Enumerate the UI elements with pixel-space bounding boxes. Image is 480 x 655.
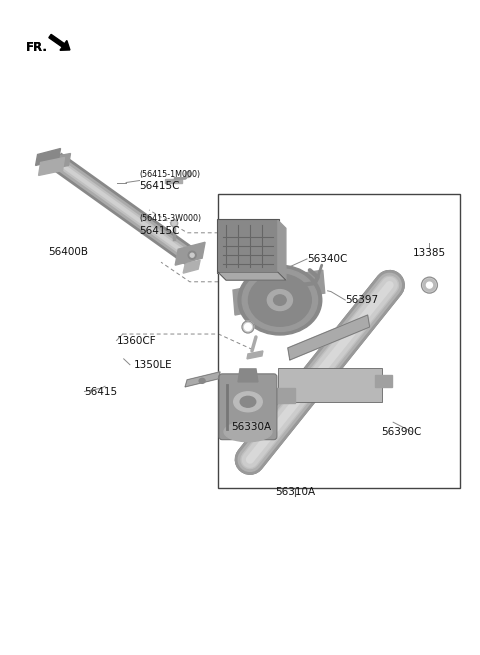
Ellipse shape	[187, 173, 190, 176]
Polygon shape	[183, 260, 200, 273]
Ellipse shape	[240, 396, 256, 407]
FancyBboxPatch shape	[278, 368, 382, 402]
Ellipse shape	[199, 379, 205, 383]
Text: FR.: FR.	[26, 41, 48, 54]
Polygon shape	[374, 375, 392, 387]
Bar	[218, 194, 460, 487]
Polygon shape	[296, 270, 325, 297]
Polygon shape	[238, 369, 258, 382]
Ellipse shape	[238, 265, 322, 335]
Polygon shape	[247, 351, 263, 359]
Polygon shape	[38, 157, 64, 176]
Ellipse shape	[249, 274, 312, 326]
Text: 56340C: 56340C	[307, 254, 348, 264]
FancyArrow shape	[49, 34, 70, 50]
Polygon shape	[36, 149, 60, 166]
Ellipse shape	[274, 295, 286, 305]
Ellipse shape	[172, 221, 176, 225]
Ellipse shape	[426, 282, 432, 288]
Text: 56310A: 56310A	[275, 487, 315, 497]
Ellipse shape	[171, 220, 178, 227]
Polygon shape	[165, 179, 182, 183]
Text: 56415C: 56415C	[140, 181, 180, 191]
Ellipse shape	[267, 290, 292, 310]
Polygon shape	[175, 242, 205, 265]
Polygon shape	[278, 220, 286, 280]
Text: 13385: 13385	[412, 248, 445, 258]
Polygon shape	[233, 285, 260, 315]
Text: (56415-1M000): (56415-1M000)	[140, 170, 201, 179]
Text: 1360CF: 1360CF	[117, 335, 156, 346]
Polygon shape	[43, 153, 71, 170]
Polygon shape	[288, 315, 370, 360]
Text: (56415-3W000): (56415-3W000)	[140, 214, 202, 223]
Ellipse shape	[423, 279, 435, 291]
Ellipse shape	[224, 422, 272, 441]
Text: 56400B: 56400B	[48, 248, 88, 257]
FancyBboxPatch shape	[219, 374, 277, 440]
Ellipse shape	[244, 324, 252, 331]
Ellipse shape	[188, 252, 196, 259]
Ellipse shape	[185, 172, 191, 178]
FancyBboxPatch shape	[217, 219, 279, 273]
Text: FR.: FR.	[26, 41, 48, 54]
Ellipse shape	[242, 269, 318, 331]
Ellipse shape	[190, 253, 194, 257]
Ellipse shape	[421, 277, 437, 293]
Text: 56415: 56415	[84, 386, 118, 396]
Text: 56397: 56397	[345, 295, 378, 305]
Polygon shape	[218, 272, 286, 280]
Text: 56330A: 56330A	[231, 422, 272, 432]
Polygon shape	[185, 372, 220, 387]
Ellipse shape	[242, 321, 254, 333]
Polygon shape	[275, 388, 295, 403]
Text: 56390C: 56390C	[382, 427, 422, 437]
Text: 1350LE: 1350LE	[134, 360, 172, 369]
Ellipse shape	[234, 392, 262, 412]
Text: 56415C: 56415C	[140, 226, 180, 236]
